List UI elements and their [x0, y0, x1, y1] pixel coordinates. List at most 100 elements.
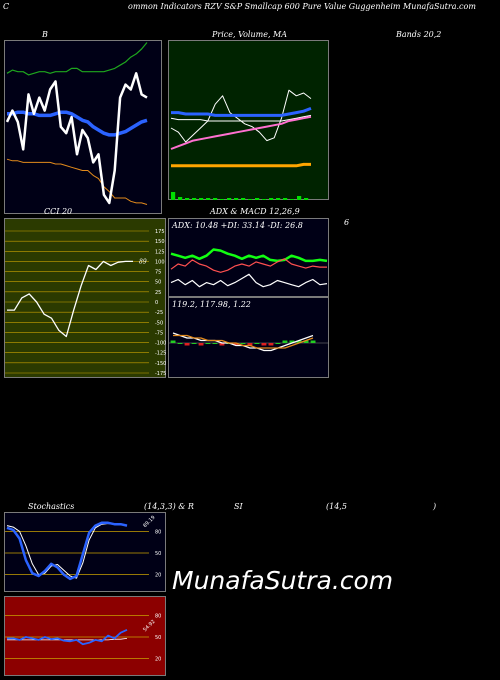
macd-histogram-bar [303, 340, 309, 343]
adx-readout: ADX: 10.48 +DI: 33.14 -DI: 26.8 [172, 221, 303, 230]
cci-tick-label: -75 [155, 330, 163, 336]
price-ma-panel [168, 40, 329, 200]
macd-histogram-bar [170, 340, 176, 343]
volume-bar [199, 198, 204, 200]
macd-histogram-bar [254, 343, 260, 344]
macd-histogram-bar [184, 343, 190, 346]
macd-panel: 119.2, 117.98, 1.22 [168, 297, 329, 378]
volume-bar [178, 197, 183, 200]
rsi-tick-label: 80 [155, 613, 161, 619]
header-prefix: C [3, 2, 10, 11]
macd-histogram-bar [261, 343, 267, 346]
cci-tick-label: -175 [155, 371, 166, 377]
bollinger-middle-line [7, 110, 148, 137]
volume-bar [297, 196, 302, 200]
stoch-title-d: (14,5 [326, 502, 347, 511]
volume-bar [262, 199, 267, 200]
adx-svg [170, 248, 328, 288]
macd-histogram-bar [289, 340, 295, 343]
volume-bar [255, 198, 260, 200]
cci-tick-label: -50 [155, 320, 163, 326]
macd-histogram-bar [247, 343, 253, 346]
adx--di-line [170, 258, 327, 273]
stochastics-tick-label: 50 [155, 551, 161, 557]
rsi-svg: 80 50 20 54.92 [5, 613, 161, 663]
bollinger-panel [4, 40, 162, 214]
cci-value-label: 89 [139, 258, 147, 265]
cci-tick-label: -25 [155, 310, 163, 316]
volume-bar [276, 198, 281, 200]
bollinger-lower-line [6, 158, 148, 205]
volume-bar [227, 198, 232, 200]
price-ma-ma-blue-line [171, 106, 312, 117]
cci-tick-label: 175 [155, 229, 165, 235]
bollinger-title: B [42, 30, 48, 39]
price-ma-title: Price, Volume, MA [212, 30, 288, 39]
cci-tick-label: 75 [155, 270, 161, 276]
stochastics-tick-label: 80 [155, 529, 161, 535]
volume-bar [283, 198, 288, 200]
macd-histogram-bar [198, 343, 204, 346]
cci-tick-label: -150 [155, 361, 166, 367]
bollinger-upper-line [6, 42, 148, 76]
cci-cci-line [7, 260, 133, 338]
volume-bar [290, 199, 295, 200]
bollinger-close-line [5, 72, 148, 205]
volume-bar [171, 192, 176, 200]
macd-histogram-bar [205, 343, 211, 344]
price-ma-ma-white-line [170, 114, 312, 122]
macd-histogram-bar [212, 343, 218, 344]
cci-tick-label: -100 [155, 341, 166, 347]
volume-bar [213, 198, 218, 200]
price-ma-ma-orange-line [171, 162, 311, 168]
cci-tick-label: 125 [155, 249, 165, 255]
stochastics--k-line [6, 521, 128, 581]
stochastics-tick-label: 20 [155, 573, 161, 579]
cci-tick-label: 150 [155, 239, 165, 245]
stoch-title-a: Stochastics [28, 502, 75, 511]
cci-tick-label: -125 [155, 351, 166, 357]
cci-svg: 175 150 125 100 75 50 25 0 -25 -50 -75 -100 -125 -150… [5, 229, 166, 377]
stochastics-value-label: 89.19 [142, 515, 156, 529]
chart-header: ommon Indicators RZV S&P Smallcap 600 Pu… [128, 2, 476, 11]
bands-title: Bands 20,2 [396, 30, 442, 39]
macd-histogram-bar [310, 340, 316, 343]
volume-bar [241, 198, 246, 200]
rsi-panel: 80 50 20 54.92 [4, 596, 166, 676]
adx--di-line [170, 248, 328, 263]
macd-readout: 119.2, 117.98, 1.22 [172, 300, 251, 309]
adx-macd-number: 6 [344, 218, 350, 227]
cci-title: CCI 20 [44, 207, 73, 216]
macd-histogram-bar [268, 343, 274, 346]
stochastics-svg: 80 50 20 89.19 [5, 515, 161, 581]
cci-tick-label: 100 [155, 259, 165, 265]
volume-bar [248, 199, 253, 200]
macd-histogram-bar [296, 340, 302, 343]
rsi-rsi-line [7, 628, 128, 646]
macd-histogram-bar [233, 343, 239, 346]
macd-histogram-bar [177, 343, 183, 344]
price-ma-svg [170, 89, 312, 200]
cci-tick-label: 50 [155, 280, 161, 286]
rsi-mfi-line [7, 638, 128, 641]
macd-histogram-bar [282, 340, 288, 343]
volume-bar [269, 198, 274, 200]
volume-bar [304, 198, 309, 200]
volume-bar [185, 198, 190, 200]
rsi-tick-label: 20 [155, 657, 161, 663]
bollinger-svg [5, 42, 148, 205]
rsi-value-label: 54.92 [142, 619, 156, 633]
macd-histogram-bar [191, 343, 197, 344]
macd-histogram-bar [219, 343, 225, 346]
adx-adx-line [170, 273, 328, 288]
macd-histogram-bar [240, 343, 246, 344]
stoch-title-b: (14,3,3) & R [144, 502, 194, 511]
stochastics-panel: 80 50 20 89.19 [4, 512, 166, 592]
stoch-title-e: ) [433, 502, 437, 511]
macd-signal-line [173, 334, 314, 349]
volume-bar [220, 199, 225, 200]
stoch-title-c: SI [234, 502, 243, 511]
price-ma-ma-pink-line [170, 115, 312, 150]
volume-bar [234, 198, 239, 200]
volume-bar [206, 198, 211, 200]
